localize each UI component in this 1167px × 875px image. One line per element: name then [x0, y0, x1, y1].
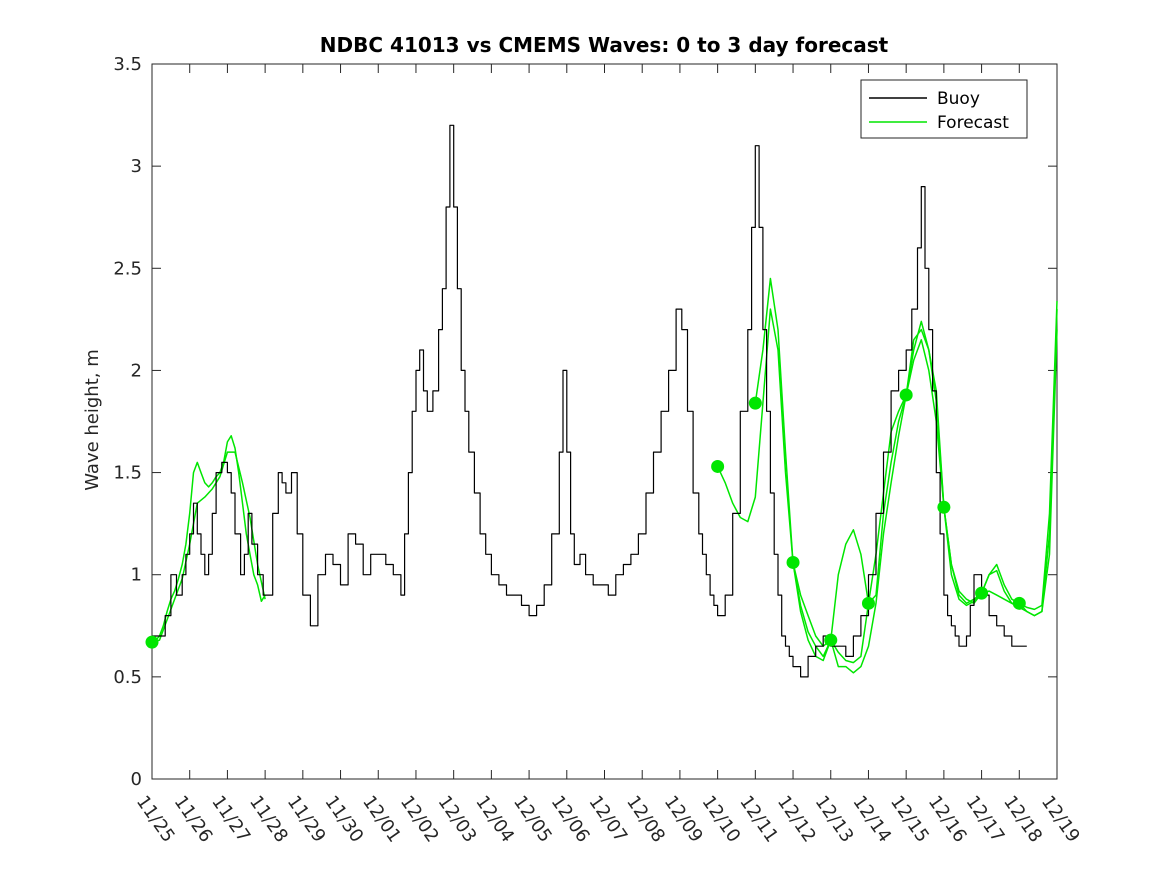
legend-label: Forecast: [937, 113, 1009, 133]
legend-label: Buoy: [937, 89, 980, 109]
forecast-point: [899, 388, 913, 402]
y-axis-label: Wave height, m: [82, 349, 103, 490]
x-tick-label: 12/11: [735, 792, 782, 847]
x-tick-label: 12/02: [396, 792, 443, 847]
x-tick-label: 12/07: [584, 792, 631, 847]
chart-title: NDBC 41013 vs CMEMS Waves: 0 to 3 day fo…: [320, 33, 889, 57]
x-tick-label: 12/06: [547, 792, 594, 847]
y-tick-label: 3: [131, 156, 142, 177]
plot-area: 0 0.5 1 1.5 2 2.5 3 3.5 11/2511/2611/2711/2811/2…: [113, 54, 1084, 846]
forecast-point: [786, 555, 800, 569]
x-tick-label: 12/15: [886, 792, 933, 847]
x-tick-label: 12/09: [660, 792, 707, 847]
legend-box: [860, 79, 1028, 139]
x-tick-label: 12/04: [471, 792, 518, 847]
forecast-point: [748, 396, 762, 410]
forecast-point: [861, 596, 875, 610]
y-tick-label: 3.5: [113, 54, 142, 75]
x-tick-label: 12/19: [1037, 792, 1084, 847]
x-tick-label: 11/26: [170, 792, 217, 847]
x-tick-label: 11/28: [245, 792, 292, 847]
x-tick-label: 12/14: [848, 792, 895, 847]
forecast-point: [1012, 596, 1026, 610]
y-tick-label: 1.5: [113, 463, 142, 484]
forecast-series-line: [716, 308, 1058, 674]
forecast-point: [711, 459, 725, 473]
forecast-point: [975, 586, 989, 600]
x-tick-label: 12/08: [622, 792, 669, 847]
forecast-point: [937, 500, 951, 514]
x-tick-label: 11/30: [320, 792, 367, 847]
x-tick-label: 12/03: [434, 792, 481, 847]
legend: Buoy Forecast: [860, 79, 1028, 139]
y-tick-label: 2.5: [113, 258, 142, 279]
x-tick-label: 12/10: [698, 792, 745, 847]
x-tick-label: 12/13: [811, 792, 858, 847]
x-tick-label: 11/29: [283, 792, 330, 847]
plot-frame: [151, 63, 1058, 780]
x-tick-label: 12/01: [358, 792, 405, 847]
x-tick-label: 12/12: [773, 792, 820, 847]
forecast-point: [145, 635, 159, 649]
x-tick-label: 12/17: [961, 792, 1008, 847]
y-tick-label: 0.5: [113, 667, 142, 688]
buoy-series-line: [152, 124, 1027, 678]
x-tick-label: 12/05: [509, 792, 556, 847]
x-tick-label: 11/25: [132, 792, 179, 847]
y-tick-label: 0: [131, 769, 142, 790]
y-tick-label: 2: [131, 360, 142, 381]
forecast-point: [824, 633, 838, 647]
x-tick-label: 12/16: [924, 792, 971, 847]
y-tick-label: 1: [131, 565, 142, 586]
x-tick-label: 11/27: [207, 792, 254, 847]
x-tick-label: 12/18: [999, 792, 1046, 847]
